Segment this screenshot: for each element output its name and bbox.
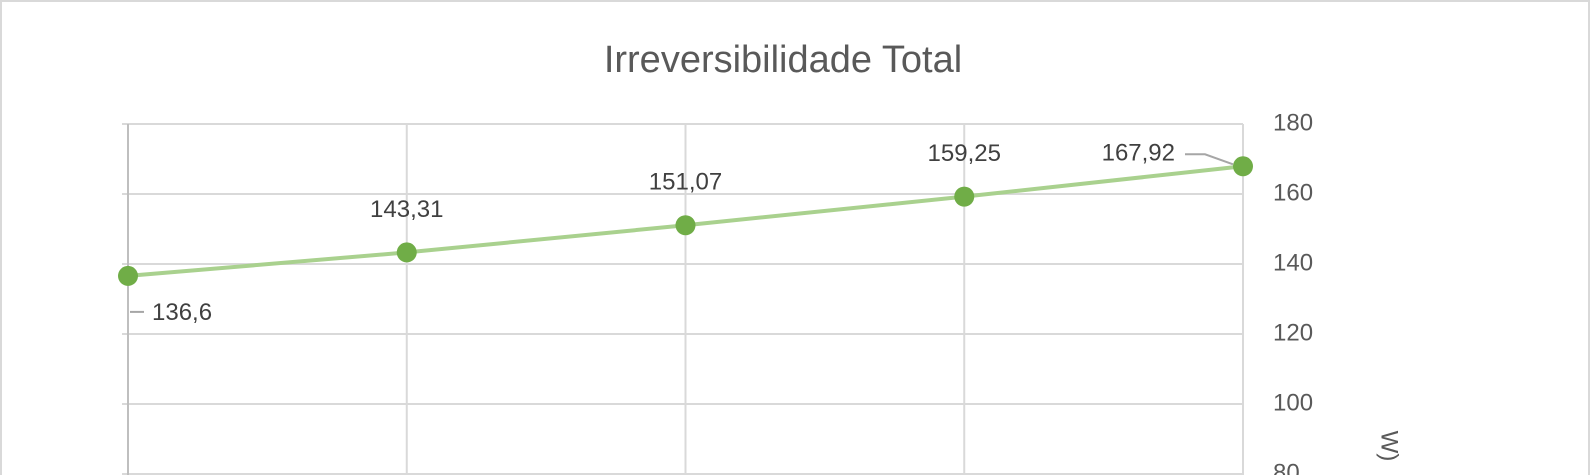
y-tick-label: 180 <box>1273 109 1313 136</box>
y-tick-label: 160 <box>1273 179 1313 206</box>
data-label: 151,07 <box>649 169 722 196</box>
data-point <box>675 215 696 236</box>
y-tick-label: 80 <box>1273 459 1300 475</box>
data-label: 159,25 <box>928 140 1001 167</box>
data-point <box>1233 156 1253 177</box>
data-point <box>396 242 417 263</box>
data-point <box>118 265 138 286</box>
y-tick-label: 120 <box>1273 319 1313 346</box>
data-label: 143,31 <box>370 196 443 223</box>
y-axis-label: W) <box>1376 431 1403 462</box>
chart-title: Irreversibilidade Total <box>604 39 962 81</box>
data-label: 167,92 <box>1102 140 1175 167</box>
y-tick-label: 140 <box>1273 249 1313 276</box>
data-label: 136,6 <box>152 299 212 326</box>
data-point <box>954 186 975 207</box>
leader-line <box>1185 153 1234 166</box>
y-tick-label: 100 <box>1273 389 1313 416</box>
